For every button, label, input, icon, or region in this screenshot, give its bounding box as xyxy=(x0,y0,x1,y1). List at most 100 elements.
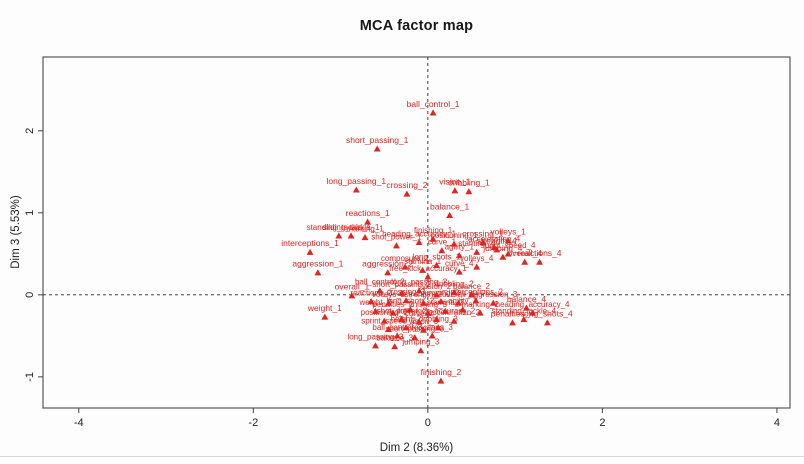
data-point-label-cluster: composure_1 xyxy=(381,254,430,263)
data-point-marker-cluster xyxy=(372,307,379,314)
data-point-label: volleys_1 xyxy=(490,227,526,237)
data-point-marker-cluster xyxy=(415,318,423,325)
data-point-marker-cluster xyxy=(417,347,425,354)
data-point-label-cluster: marking_2 xyxy=(462,300,500,309)
data-point-marker xyxy=(306,248,314,255)
data-point-label-cluster: sliding_tackle_1 xyxy=(323,223,380,232)
data-point-marker-cluster xyxy=(393,332,401,339)
data-point-marker-cluster xyxy=(347,232,355,239)
data-point-label: short_passing_1 xyxy=(346,135,409,145)
data-point-marker xyxy=(499,253,507,260)
data-point-marker-cluster xyxy=(376,287,384,294)
data-point-marker-cluster xyxy=(504,250,512,257)
y-tick-label: -1 xyxy=(24,372,36,382)
data-point-label-cluster: heading_accuracy_1 xyxy=(382,229,456,238)
data-point-label: interceptions_1 xyxy=(281,238,339,248)
x-tick-label: 0 xyxy=(425,417,431,429)
data-point-marker-cluster xyxy=(380,317,388,324)
data-point-marker-cluster xyxy=(454,299,462,306)
data-point-marker xyxy=(373,145,381,152)
data-point-label-cluster: finishing_1 xyxy=(414,226,453,235)
data-point-marker-cluster xyxy=(520,316,528,323)
data-point-label-cluster: free_kick_accuracy_1 xyxy=(389,264,467,273)
data-point-marker-cluster xyxy=(393,242,400,249)
data-point-label-cluster: reactions_2 xyxy=(350,288,392,297)
data-point-marker-cluster xyxy=(391,343,399,350)
data-point-label-cluster: shot_power_1 xyxy=(371,233,422,242)
x-tick-label: 2 xyxy=(599,417,605,429)
data-point-marker-cluster xyxy=(433,261,440,269)
data-point-marker xyxy=(509,319,516,326)
data-point-label-cluster: short_passing_3 xyxy=(385,324,444,333)
data-point-label-cluster: standing_tackle_1 xyxy=(307,223,372,232)
data-point-label-cluster: overall_2 xyxy=(442,290,475,299)
data-point-marker-cluster xyxy=(438,247,446,254)
data-point-label-cluster: stamina_1 xyxy=(404,257,441,266)
data-point-label-cluster: ball_control_3 xyxy=(372,323,422,332)
data-point-marker xyxy=(479,238,487,246)
data-point-marker-cluster xyxy=(433,316,440,323)
x-axis-label: Dim 2 (8.36%) xyxy=(379,442,454,454)
data-point-label-cluster: volleys_4 xyxy=(460,254,494,263)
data-point-marker-cluster xyxy=(434,324,442,331)
data-point-label-cluster: penalties_2 xyxy=(372,300,413,309)
data-point-label-cluster: positioning_2 xyxy=(361,308,409,317)
data-point-marker xyxy=(384,269,392,276)
data-point-marker xyxy=(348,292,356,299)
data-point-label: strength_4 xyxy=(477,236,517,246)
data-point-label-cluster: stamina_4 xyxy=(458,239,495,248)
data-point-marker xyxy=(352,186,360,193)
data-point-marker-cluster xyxy=(428,332,436,339)
data-point-label-cluster: strength_2 xyxy=(405,290,443,299)
data-point-label-cluster: long_passing_2 xyxy=(391,278,448,287)
data-point-marker xyxy=(429,109,437,116)
y-tick-label: 1 xyxy=(24,210,36,216)
data-point-label-cluster: weight_2 xyxy=(358,298,392,307)
plot-title: MCA factor map xyxy=(359,18,474,34)
data-point-marker xyxy=(504,237,512,244)
data-point-marker-cluster xyxy=(455,252,463,259)
data-point-label-cluster: curve_2 xyxy=(405,309,434,318)
data-point-marker-cluster xyxy=(424,309,432,316)
data-point-marker xyxy=(364,218,372,225)
bottom-divider xyxy=(0,456,804,457)
data-point-marker xyxy=(437,377,445,384)
data-point-marker-cluster xyxy=(529,309,536,316)
data-point-label-cluster: vision_2 xyxy=(422,282,452,291)
data-point-label-cluster: volleys_2 xyxy=(372,290,406,299)
y-tick-label: 2 xyxy=(24,128,36,134)
data-point-label: long_passing_1 xyxy=(327,176,387,186)
data-point-label-cluster: reactions_3 xyxy=(412,323,454,332)
data-point-label-cluster: height_2 xyxy=(391,315,422,324)
data-point-marker-cluster xyxy=(335,232,343,239)
data-point-label-cluster: vision_3 xyxy=(409,317,439,326)
data-point-label-cluster: jumping_2 xyxy=(421,288,459,297)
data-point-label-cluster: curve_1 xyxy=(428,238,457,247)
data-point-label: aggression_2 xyxy=(362,259,413,269)
data-point-label: dribbling_1 xyxy=(448,177,490,187)
data-point-label-cluster: sprint_speed_2 xyxy=(361,316,416,325)
data-point-label: balance_4 xyxy=(507,294,547,304)
data-point-marker-cluster xyxy=(385,325,392,332)
data-point-marker-cluster xyxy=(406,306,414,313)
data-point-label-cluster: acceleration_4 xyxy=(468,234,521,243)
data-point-label: weight_1 xyxy=(307,303,342,313)
data-point-marker-cluster xyxy=(441,307,449,314)
data-point-marker-cluster xyxy=(398,316,406,323)
x-tick-label: 4 xyxy=(774,417,780,429)
data-point-marker-cluster xyxy=(433,291,440,298)
data-point-marker-cluster xyxy=(385,299,392,306)
x-tick-label: -2 xyxy=(248,417,258,429)
data-point-marker-cluster xyxy=(476,309,484,316)
data-point-marker xyxy=(465,188,473,195)
data-point-label-cluster: agility_2 xyxy=(448,297,478,306)
data-point-label: reactions_1 xyxy=(346,208,390,218)
data-point-label-cluster: dribbling_2 xyxy=(434,279,474,288)
data-point-label: reactions_4 xyxy=(518,248,562,258)
data-point-label: long_shots_4 xyxy=(522,309,573,319)
data-point-marker-cluster xyxy=(468,291,475,298)
data-point-marker-cluster xyxy=(389,309,397,316)
data-point-label-cluster: heading_accuracy_4 xyxy=(496,300,570,309)
